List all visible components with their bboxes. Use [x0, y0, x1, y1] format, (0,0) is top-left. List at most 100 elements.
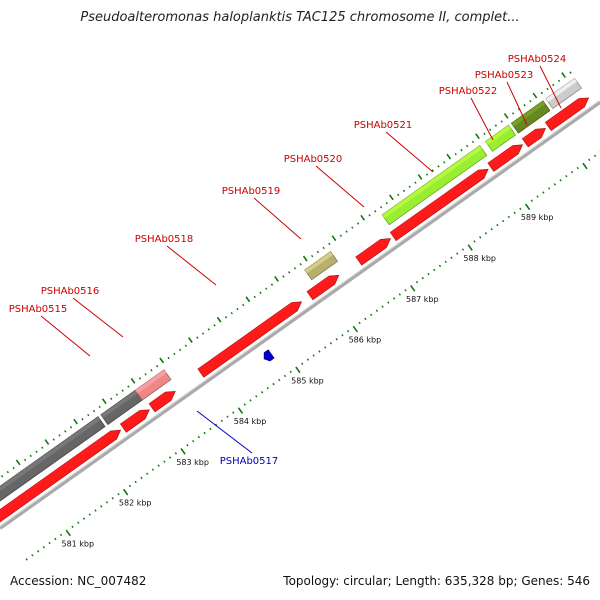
kbp-label: 587 kbp [406, 295, 439, 304]
minor-tick [253, 295, 256, 299]
reverse-gene-track [263, 349, 275, 362]
kbp-label: 586 kbp [349, 336, 382, 345]
minor-tick [500, 120, 503, 123]
outer-tick-track [0, 71, 572, 478]
minor-tick [81, 417, 84, 421]
major-tick [360, 214, 366, 221]
gene-label: PSHAb0519 [222, 186, 281, 197]
kbp-minor-tick [542, 191, 545, 194]
kbp-minor-tick [565, 174, 568, 178]
label-leader-line [506, 81, 528, 126]
feature-bar-highlight [0, 416, 101, 492]
major-tick [245, 296, 251, 303]
kbp-minor-tick [289, 370, 292, 374]
kbp-minor-tick [318, 350, 321, 353]
kbp-minor-tick [341, 333, 344, 337]
kbp-minor-tick [404, 289, 407, 292]
kbp-minor-tick [31, 554, 34, 557]
kbp-minor-tick [421, 276, 424, 280]
major-tick [159, 357, 165, 364]
kbp-minor-tick [593, 154, 597, 158]
label-leader-line [253, 197, 302, 240]
kbp-minor-tick [346, 329, 350, 333]
minor-tick [270, 283, 274, 286]
minor-tick [402, 189, 406, 193]
minor-tick [431, 169, 434, 172]
minor-tick [483, 132, 486, 136]
minor-tick [523, 104, 526, 107]
minor-tick [471, 140, 475, 144]
minor-tick [328, 242, 331, 246]
minor-tick [397, 193, 400, 197]
kbp-minor-tick [105, 501, 109, 504]
kbp-minor-tick [398, 293, 401, 296]
forward-gene-track [0, 97, 590, 523]
kbp-minor-tick [197, 435, 201, 439]
kbp-minor-tick [364, 317, 367, 321]
feature-bar [510, 100, 551, 134]
minor-tick [23, 458, 27, 462]
kbp-minor-tick [484, 232, 488, 235]
major-tick [532, 92, 538, 99]
minor-tick [288, 271, 291, 274]
minor-tick [0, 475, 4, 478]
kbp-minor-tick [450, 256, 453, 259]
feature-bar-highlight [545, 78, 577, 102]
kbp-major-tick [352, 325, 359, 333]
kbp-minor-tick [588, 158, 591, 162]
kbp-minor-tick [174, 452, 178, 455]
minor-tick [173, 352, 176, 356]
kbp-minor-tick [559, 179, 562, 182]
kbp-label: 582 kbp [119, 499, 152, 508]
kbp-major-tick [180, 448, 186, 455]
kbp-major-tick [65, 529, 71, 537]
kbp-minor-tick [266, 386, 269, 390]
minor-tick [454, 152, 457, 156]
minor-tick [52, 438, 55, 441]
gene-label: PSHAb0517 [220, 456, 279, 467]
label-leader-line [196, 410, 253, 454]
kbp-minor-tick [203, 431, 206, 435]
kbp-minor-tick [278, 378, 281, 382]
minor-tick [494, 124, 498, 127]
minor-tick [213, 324, 216, 327]
major-tick [130, 377, 136, 384]
kbp-minor-tick [502, 219, 505, 223]
minor-tick [92, 409, 96, 413]
genome-summary: Topology: circular; Length: 635,328 bp; … [283, 574, 590, 588]
major-tick [417, 174, 423, 180]
minor-tick [460, 148, 463, 152]
kbp-minor-tick [375, 309, 378, 312]
minor-tick [98, 405, 101, 409]
minor-tick [201, 332, 205, 335]
kbp-minor-tick [547, 187, 551, 190]
kbp-minor-tick [415, 280, 419, 284]
label-leader-line [315, 165, 365, 208]
minor-tick [466, 144, 469, 148]
feature-bar-highlight [304, 251, 333, 274]
forward-gene-highlight [522, 129, 538, 142]
major-tick [188, 337, 193, 343]
major-tick [101, 398, 107, 405]
kbp-minor-tick [226, 415, 229, 418]
minor-tick [121, 389, 124, 392]
minor-tick [87, 413, 90, 417]
kbp-minor-tick [111, 497, 114, 500]
forward-gene-arrow [197, 301, 303, 378]
gene-label: PSHAb0523 [475, 70, 534, 81]
kbp-minor-tick [128, 484, 132, 488]
minor-tick [408, 185, 411, 189]
minor-tick [356, 222, 360, 225]
kbp-minor-tick [335, 338, 338, 341]
minor-tick [437, 165, 440, 168]
minor-tick [569, 71, 572, 74]
minor-tick [6, 470, 9, 474]
major-tick [15, 459, 21, 466]
map-title: Pseudoalteromonas haloplanktis TAC125 ch… [80, 10, 520, 25]
minor-tick [178, 348, 182, 352]
kbp-minor-tick [473, 240, 476, 243]
feature-bar-highlight [382, 145, 483, 219]
minor-tick [379, 205, 383, 209]
kbp-minor-tick [312, 354, 315, 357]
minor-tick [339, 234, 343, 237]
